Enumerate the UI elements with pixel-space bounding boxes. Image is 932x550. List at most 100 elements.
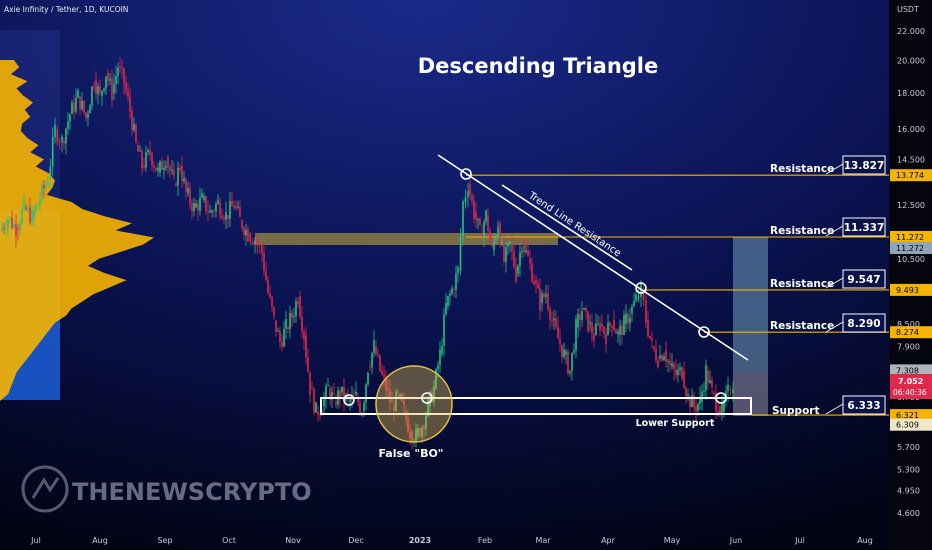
candle-body xyxy=(75,97,77,112)
level-value: 13.827 xyxy=(844,160,885,172)
candle-body xyxy=(201,193,203,198)
price-tag-label: 13.774 xyxy=(896,171,924,180)
candle-body xyxy=(309,372,311,395)
candle-body xyxy=(585,308,587,312)
candle-body xyxy=(464,197,467,203)
candle-body xyxy=(625,313,627,324)
candle-body xyxy=(37,203,39,205)
candle-body xyxy=(135,124,137,142)
level-value-box xyxy=(842,395,886,415)
candle-body xyxy=(693,395,695,407)
touch-marker xyxy=(635,282,647,294)
candle-body xyxy=(543,293,545,297)
consolidation-zone xyxy=(255,233,558,245)
candle-body xyxy=(125,82,127,91)
candle-body xyxy=(727,384,729,392)
price-tag xyxy=(890,409,932,422)
candle-body xyxy=(258,244,261,246)
candle-body xyxy=(277,331,279,332)
callout-connector xyxy=(825,321,844,333)
x-tick-label: Jul xyxy=(30,536,41,545)
candle-body xyxy=(175,183,177,186)
candle-body xyxy=(209,210,211,213)
y-tick-label: 22.000 xyxy=(897,27,925,36)
candle-body xyxy=(523,241,525,253)
candle-body xyxy=(27,207,29,210)
candle-body xyxy=(563,349,565,358)
candle-body xyxy=(249,233,252,242)
candle-body xyxy=(347,394,349,398)
candle-body xyxy=(607,322,609,335)
candle-body xyxy=(165,166,167,168)
zones xyxy=(255,233,768,416)
candle-body xyxy=(35,204,37,211)
candle-body xyxy=(327,385,329,387)
candle-body xyxy=(181,165,183,182)
candle-body xyxy=(449,293,451,297)
candle-body xyxy=(265,270,267,281)
candle-body xyxy=(415,429,417,442)
candle-body xyxy=(263,253,265,271)
candle-body xyxy=(235,205,237,208)
candle-body xyxy=(7,219,9,229)
candle-body xyxy=(589,322,591,324)
candle-body xyxy=(97,86,99,95)
candle-body xyxy=(23,198,25,210)
candle-body xyxy=(275,320,277,332)
candle-body xyxy=(591,322,593,334)
candle-body xyxy=(513,251,515,267)
candle-body xyxy=(435,369,437,389)
time-axis: Jul Aug Sep Oct Nov Dec 2023 Feb Mar Apr May Jun Jul… xyxy=(30,536,873,545)
candle-body xyxy=(685,388,687,396)
candle-body xyxy=(187,188,189,194)
candle-body xyxy=(119,66,121,68)
candle-body xyxy=(409,432,411,438)
candle-body xyxy=(411,431,413,443)
touch-marker xyxy=(421,392,433,404)
candle-body xyxy=(571,352,573,371)
candle-body xyxy=(151,153,153,166)
candle-body xyxy=(213,210,215,212)
candle-body xyxy=(167,157,169,167)
candle-body xyxy=(705,365,707,391)
candle-body xyxy=(58,141,61,143)
level-value-box xyxy=(842,155,886,175)
candle-body xyxy=(545,294,547,297)
candle-body xyxy=(105,76,107,89)
candle-body xyxy=(161,161,163,170)
candle-body xyxy=(462,201,464,237)
candle-body xyxy=(247,229,249,242)
candle-body xyxy=(467,191,469,197)
candle-body xyxy=(527,250,529,257)
candle-body xyxy=(533,281,535,285)
candle-body xyxy=(719,406,721,415)
candle-body xyxy=(485,210,487,222)
candle-body xyxy=(481,233,483,237)
candle-body xyxy=(355,391,357,395)
candle-body xyxy=(13,224,15,228)
candle-body xyxy=(695,406,697,411)
candle-body xyxy=(81,100,83,110)
candle-body xyxy=(215,203,217,212)
candle-body xyxy=(83,100,85,113)
candle-body xyxy=(39,199,41,204)
candle-body xyxy=(95,79,97,95)
candle-body xyxy=(553,318,555,321)
candle-body xyxy=(475,212,477,221)
y-tick-label: 5.300 xyxy=(897,465,920,474)
x-tick-label: Jun xyxy=(729,536,743,545)
trend-line-offset xyxy=(501,184,633,271)
touch-marker xyxy=(460,168,472,180)
price-axis: 22.000 20.000 18.000 16.000 14.500 12.500 10.5… xyxy=(897,27,925,518)
candle-body xyxy=(117,68,119,76)
candle-body xyxy=(295,301,297,317)
candle-body xyxy=(271,296,273,307)
level-label: Resistance xyxy=(770,163,834,175)
candle-body xyxy=(609,322,611,326)
level-value: 6.333 xyxy=(847,400,880,412)
candle-body xyxy=(219,202,221,216)
candle-body xyxy=(45,184,47,189)
candle-body xyxy=(439,349,441,366)
